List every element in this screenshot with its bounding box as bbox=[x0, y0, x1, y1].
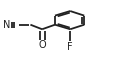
Text: O: O bbox=[38, 40, 46, 51]
Text: F: F bbox=[67, 42, 73, 52]
Text: N: N bbox=[3, 20, 11, 30]
